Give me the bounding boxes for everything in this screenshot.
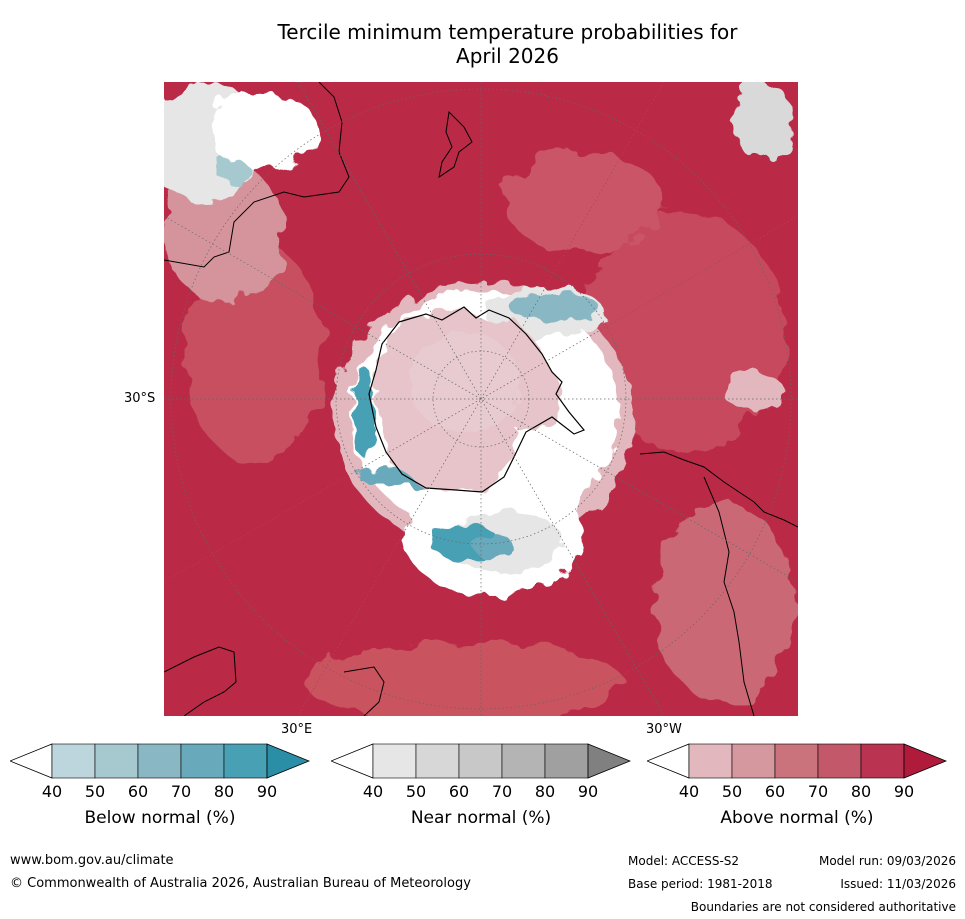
colorbar-under-triangle	[10, 743, 53, 779]
map-svg	[164, 82, 798, 716]
colorbar-segment	[223, 743, 268, 779]
colorbar-above-ticks: 40 50 60 70 80 90	[647, 782, 947, 802]
footer-model: Model: ACCESS-S2	[628, 854, 740, 868]
colorbar-near-normal: 40 50 60 70 80 90 Near normal (%)	[331, 740, 631, 840]
colorbar-tick-label: 90	[256, 782, 278, 801]
australia-coastline	[164, 82, 350, 268]
colorbar-tick-label: 40	[362, 782, 384, 801]
colorbar-tick-label: 50	[721, 782, 743, 801]
colorbar-segment	[458, 743, 503, 779]
colorbar-segment	[817, 743, 862, 779]
title-line-1: Tercile minimum temperature probabilitie…	[277, 20, 738, 44]
below-normal-patches	[216, 162, 599, 560]
graticule	[164, 82, 798, 716]
colorbar-tick-label: 80	[850, 782, 872, 801]
lon-label-30w: 30°W	[646, 722, 682, 737]
colorbar-tick-label: 60	[127, 782, 149, 801]
colorbar-tick-label: 40	[678, 782, 700, 801]
colorbar-below-label: Below normal (%)	[84, 808, 236, 828]
polar-probability-map	[164, 82, 798, 716]
colorbar-tick-label: 60	[448, 782, 470, 801]
colorbar-above-svg	[647, 743, 947, 779]
new-zealand-coastline	[438, 110, 473, 179]
colorbar-segment	[51, 743, 96, 779]
colorbar-segment	[372, 743, 417, 779]
footer-model-run: Model run: 09/03/2026	[818, 854, 956, 868]
colorbar-tick-label: 90	[577, 782, 599, 801]
footer-website: www.bom.gov.au/climate	[10, 853, 174, 868]
colorbar-below-ticks: 40 50 60 70 80 90	[10, 782, 310, 802]
colorbar-segment	[544, 743, 589, 779]
colorbar-near-label: Near normal (%)	[410, 808, 552, 828]
south-america-coastline	[639, 451, 798, 716]
map-title: Tercile minimum temperature probabilitie…	[0, 20, 965, 68]
above-normal-patches	[164, 82, 794, 716]
colorbar-under-triangle	[331, 743, 374, 779]
antarctica-field	[374, 307, 559, 492]
title-line-2: April 2026	[456, 44, 559, 68]
colorbar-over-triangle	[266, 743, 310, 779]
footer-disclaimer: Boundaries are not considered authoritat…	[690, 900, 956, 914]
colorbar-under-triangle	[647, 743, 690, 779]
footer-issued: Issued: 11/03/2026	[840, 877, 956, 891]
colorbar-tick-label: 80	[534, 782, 556, 801]
colorbar-segment	[501, 743, 546, 779]
footer-copyright: © Commonwealth of Australia 2026, Austra…	[10, 876, 471, 891]
colorbar-tick-label: 90	[893, 782, 915, 801]
lat-label-30s: 30°S	[124, 391, 156, 406]
colorbar-segment	[137, 743, 182, 779]
colorbar-segment	[180, 743, 225, 779]
colorbar-segment	[94, 743, 139, 779]
colorbar-segment	[774, 743, 819, 779]
colorbar-segment	[860, 743, 905, 779]
madagascar-coastline	[343, 666, 385, 716]
colorbar-tick-label: 40	[41, 782, 63, 801]
colorbar-above-label: Above normal (%)	[720, 808, 874, 828]
colorbar-over-triangle	[587, 743, 631, 779]
colorbar-above-normal: 40 50 60 70 80 90 Above normal (%)	[647, 740, 947, 840]
colorbar-tick-label: 50	[405, 782, 427, 801]
colorbar-tick-label: 70	[170, 782, 192, 801]
colorbar-segment	[688, 743, 733, 779]
footer-base-period: Base period: 1981-2018	[628, 877, 773, 891]
colorbar-below-svg	[10, 743, 310, 779]
colorbar-near-ticks: 40 50 60 70 80 90	[331, 782, 631, 802]
colorbar-tick-label: 70	[491, 782, 513, 801]
colorbar-tick-label: 70	[807, 782, 829, 801]
colorbar-below-normal: 40 50 60 70 80 90 Below normal (%)	[10, 740, 310, 840]
colorbar-tick-label: 80	[213, 782, 235, 801]
colorbar-over-triangle	[903, 743, 947, 779]
colorbar-tick-label: 50	[84, 782, 106, 801]
colorbar-near-svg	[331, 743, 631, 779]
africa-coastline	[164, 646, 237, 716]
colorbar-segment	[731, 743, 776, 779]
antarctica-coastline	[368, 306, 585, 493]
lon-label-30e: 30°E	[281, 722, 313, 737]
colorbar-tick-label: 60	[764, 782, 786, 801]
colorbar-segment	[415, 743, 460, 779]
